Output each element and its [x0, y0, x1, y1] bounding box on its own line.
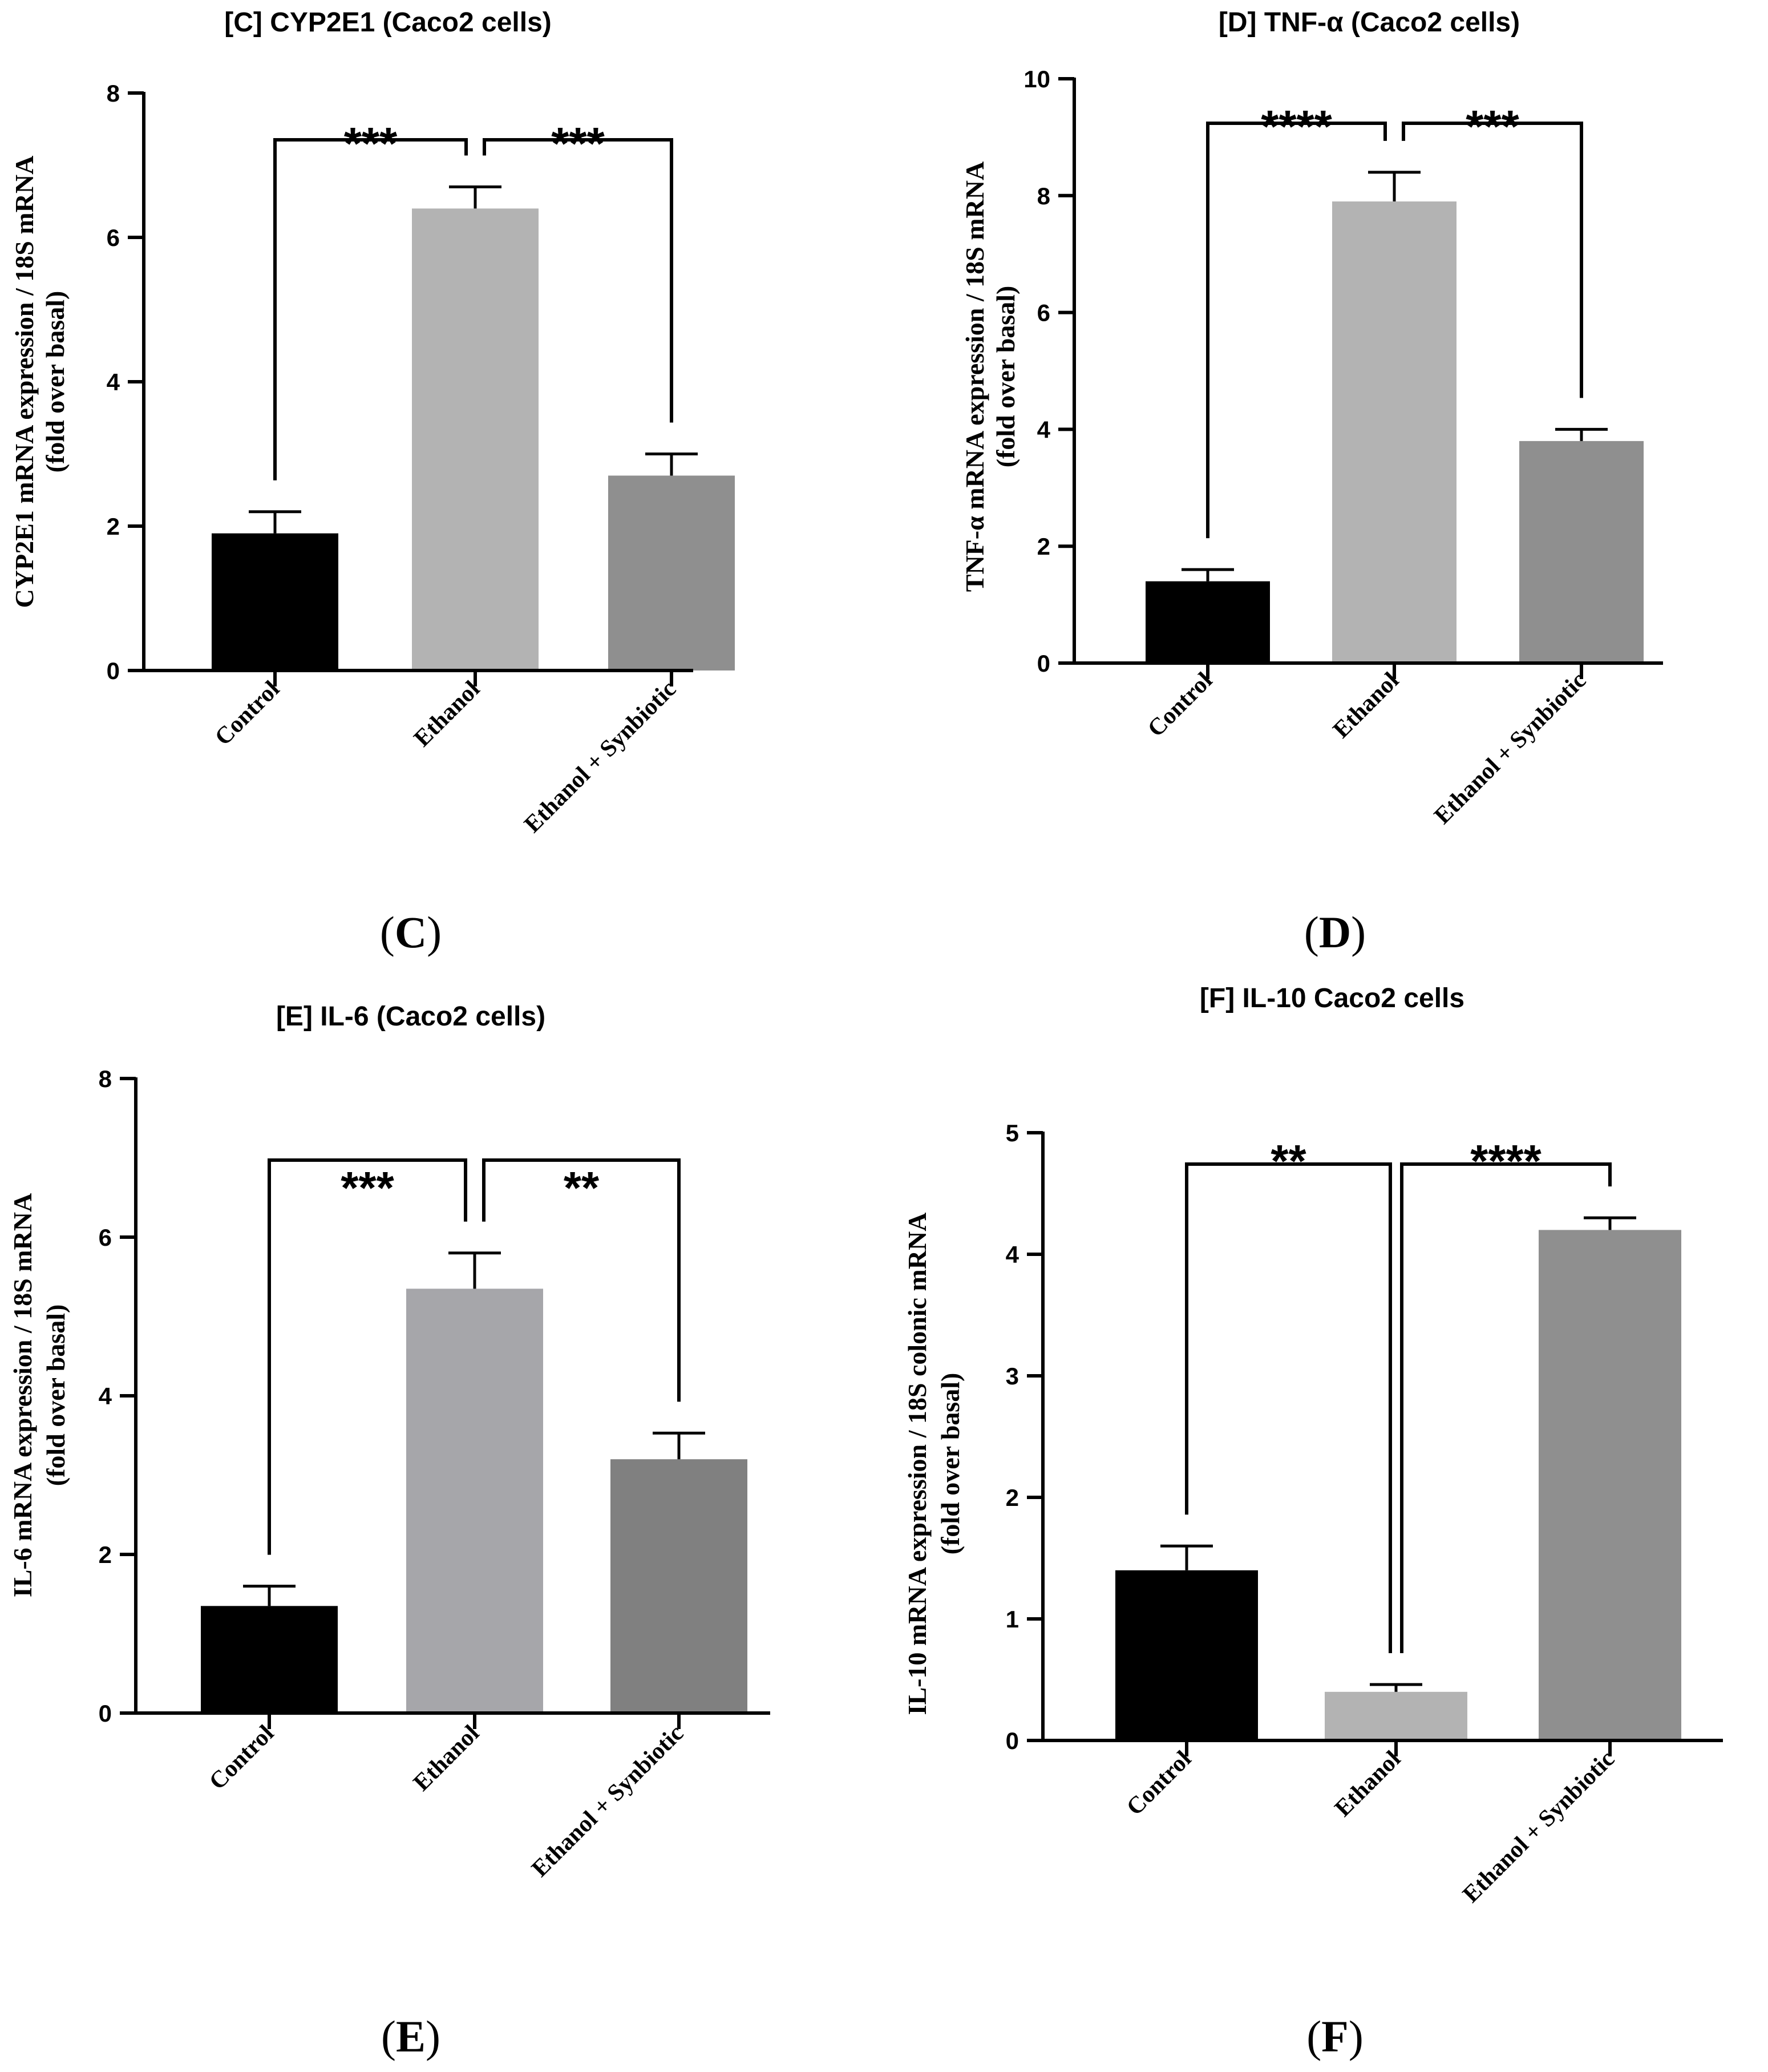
chart-title: [E] IL-6 (Caco2 cells)	[276, 1001, 545, 1032]
x-category-label: Control	[210, 676, 285, 751]
y-tick-label: 2	[107, 513, 120, 540]
y-tick-label: 4	[1037, 416, 1051, 443]
y-axis-label-line: TNF-α mRNA expression / 18S mRNA	[960, 161, 989, 592]
panel-letter: C	[395, 907, 427, 957]
bar-control	[212, 533, 338, 671]
x-category-label: Control	[1143, 668, 1217, 742]
chart-panel-c: [C] CYP2E1 (Caco2 cells) CYP2E1 mRNA expr…	[10, 7, 735, 957]
panel-label: (F)	[1306, 2012, 1364, 2061]
significance-label: ****	[1470, 1136, 1542, 1186]
bar-ethanol-synbiotic	[608, 475, 735, 671]
significance-label: **	[1271, 1136, 1306, 1186]
chart-title: [F] IL-10 Caco2 cells	[1200, 983, 1464, 1013]
significance-bracket	[1400, 1162, 1612, 1654]
x-category-label: Ethanol	[408, 1720, 484, 1796]
y-tick-label: 0	[1006, 1727, 1019, 1754]
x-category-label: Ethanol + Synbiotic	[1458, 1746, 1620, 1908]
chart-panel-d: [D] TNF-α (Caco2 cells) TNF-α mRNA expres…	[960, 7, 1663, 957]
bar-ethanol-synbiotic	[1539, 1230, 1681, 1740]
chart-panel-e: [E] IL-6 (Caco2 cells) IL-6 mRNA expressi…	[8, 1001, 770, 2061]
y-tick-label: 2	[1006, 1484, 1019, 1511]
y-axis-label-line: (fold over basal)	[991, 286, 1020, 468]
bar-ethanol	[412, 208, 539, 671]
significance-label: **	[564, 1162, 600, 1213]
x-category-label: Ethanol	[409, 676, 485, 752]
y-tick-label: 4	[107, 369, 120, 395]
y-tick-label: 5	[1006, 1120, 1019, 1146]
x-category-label: Ethanol	[1328, 668, 1404, 744]
significance-bracket	[1206, 122, 1387, 539]
y-tick-label: 0	[1037, 650, 1050, 677]
y-tick-label: 10	[1023, 66, 1050, 92]
y-tick-label: 4	[99, 1383, 112, 1409]
y-tick-label: 6	[1037, 300, 1050, 326]
significance-bracket	[1185, 1162, 1392, 1654]
y-axis-label-line: CYP2E1 mRNA expression / 18S mRNA	[10, 156, 39, 608]
significance-label: ****	[1261, 101, 1332, 152]
y-axis-label-line: IL-10 mRNA expression / 18S colonic mRNA	[903, 1213, 932, 1715]
y-axis-label-line: (fold over basal)	[41, 291, 70, 473]
bar-control	[1115, 1570, 1258, 1740]
y-tick-label: 2	[99, 1541, 112, 1568]
y-axis-label-line: (fold over basal)	[936, 1373, 965, 1555]
y-tick-label: 0	[107, 657, 120, 684]
panel-letter: E	[396, 2012, 426, 2061]
x-category-label: Control	[1122, 1746, 1196, 1821]
significance-label: ***	[551, 118, 605, 169]
y-tick-label: 8	[99, 1065, 112, 1092]
y-axis-label-line: IL-6 mRNA expression / 18S mRNA	[8, 1193, 37, 1597]
y-tick-label: 8	[1037, 183, 1050, 209]
y-tick-label: 2	[1037, 533, 1050, 560]
significance-bracket	[482, 1158, 681, 1402]
chart-title: [D] TNF-α (Caco2 cells)	[1219, 7, 1520, 38]
x-category-label: Ethanol + Synbiotic	[527, 1720, 689, 1883]
chart-panel-f: [F] IL-10 Caco2 cells IL-10 mRNA expressi…	[903, 983, 1723, 2061]
significance-bracket	[273, 138, 468, 480]
y-tick-label: 4	[1006, 1241, 1019, 1268]
significance-bracket	[1402, 122, 1583, 398]
bar-ethanol-synbiotic	[1519, 441, 1644, 663]
panel-label: (E)	[381, 2012, 440, 2061]
y-tick-label: 8	[107, 80, 120, 107]
bar-ethanol	[406, 1289, 543, 1713]
significance-bracket	[268, 1158, 467, 1555]
bar-ethanol	[1332, 201, 1457, 663]
y-tick-label: 6	[107, 224, 120, 251]
significance-label: ***	[1466, 101, 1519, 152]
y-tick-label: 1	[1006, 1606, 1019, 1633]
bar-ethanol-synbiotic	[610, 1459, 747, 1713]
x-category-label: Ethanol	[1330, 1746, 1406, 1822]
bar-ethanol	[1325, 1691, 1467, 1740]
panel-letter: D	[1319, 907, 1351, 957]
y-tick-label: 6	[99, 1224, 112, 1251]
y-tick-label: 0	[99, 1700, 112, 1727]
x-category-label: Control	[204, 1720, 279, 1795]
panel-label: (C)	[380, 907, 442, 957]
panel-label: (D)	[1304, 907, 1366, 957]
bar-control	[1146, 581, 1270, 663]
y-tick-label: 3	[1006, 1363, 1019, 1390]
y-axis-label-line: (fold over basal)	[41, 1304, 70, 1487]
panel-letter: F	[1321, 2012, 1349, 2061]
x-category-label: Ethanol + Synbiotic	[1429, 668, 1591, 830]
significance-label: ***	[344, 118, 398, 169]
significance-label: ***	[341, 1162, 394, 1213]
significance-bracket	[483, 138, 673, 423]
chart-title: [C] CYP2E1 (Caco2 cells)	[224, 7, 552, 38]
bar-control	[201, 1606, 338, 1713]
x-category-label: Ethanol + Synbiotic	[519, 676, 681, 838]
